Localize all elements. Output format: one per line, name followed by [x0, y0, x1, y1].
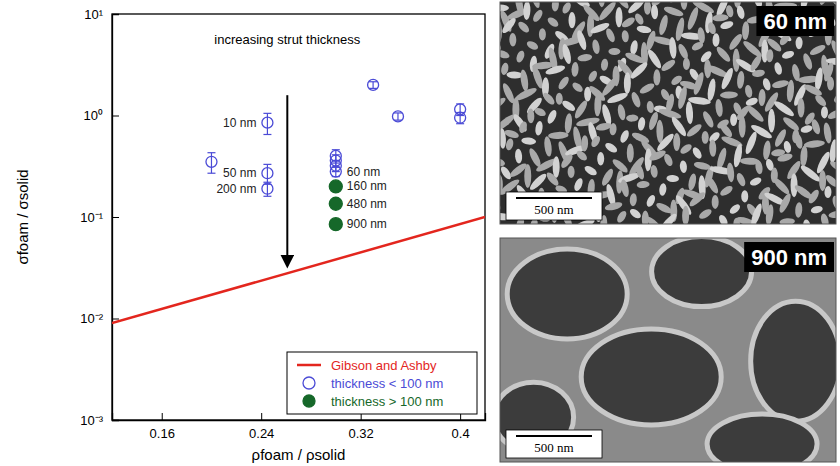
legend-swatch	[303, 377, 315, 389]
micrograph-texture	[500, 2, 836, 224]
error-bar-cap	[263, 196, 271, 197]
y-axis-title: σfoam / σsolid	[14, 169, 31, 264]
legend: Gibson and Ashby thickness < 100 nm thickn…	[287, 352, 477, 414]
error-bar-stem	[335, 167, 336, 176]
open-point	[368, 79, 379, 90]
open-point	[455, 112, 466, 123]
point-label: 60 nm	[347, 165, 380, 179]
y-tick: 10⁻¹	[80, 210, 119, 225]
micrograph-frame	[500, 238, 836, 462]
micrograph-label: 900 nm	[751, 245, 827, 270]
y-tick: 10⁰	[84, 108, 119, 123]
scale-bar-box	[506, 430, 602, 458]
error-bar-cap	[207, 173, 215, 174]
error-bar-cap	[369, 81, 377, 82]
point-label: 200 nm	[216, 182, 256, 196]
filled-point	[329, 197, 342, 210]
y-tick-mark	[112, 14, 119, 15]
x-tick: 0.32	[349, 413, 374, 441]
open-point	[330, 166, 341, 177]
error-bar-cap	[394, 112, 402, 113]
open-point	[206, 156, 217, 167]
error-bar-cap	[263, 134, 271, 135]
x-tick-label: 0.16	[150, 426, 175, 441]
x-tick: 0.24	[249, 413, 274, 441]
x-axis-title: ρfoam / ρsolid	[252, 446, 346, 463]
open-point	[262, 183, 273, 194]
legend-frame	[287, 352, 477, 414]
x-tick-mark	[261, 413, 262, 420]
filled-point	[329, 218, 342, 231]
micrograph: 60 nm 500 nm	[485, 0, 840, 236]
scale-bar-label: 500 nm	[534, 202, 573, 217]
model-line	[112, 217, 485, 323]
scale-bar-box	[506, 192, 602, 220]
y-tick-mark	[112, 116, 119, 117]
error-bar-cap	[207, 152, 215, 153]
x-tick-label: 0.32	[349, 426, 374, 441]
error-bar	[369, 82, 377, 89]
point-label: 10 nm	[223, 116, 256, 130]
y-tick-label: 10⁰	[84, 108, 103, 123]
error-bar-cap	[263, 164, 271, 165]
point-label: 160 nm	[347, 179, 387, 193]
y-tick-label: 10¹	[84, 7, 103, 22]
y-tick-mark	[112, 319, 119, 320]
point-label: 480 nm	[347, 197, 387, 211]
error-bar-stem	[373, 82, 374, 89]
micrograph-frame	[500, 2, 836, 224]
filled-point	[329, 180, 342, 193]
scale-bar-label: 500 nm	[534, 440, 573, 455]
y-tick: 10⁻³	[80, 413, 119, 428]
point-label: 50 nm	[223, 166, 256, 180]
y-tick-label: 10⁻²	[80, 311, 103, 326]
error-bar-cap	[369, 88, 377, 89]
open-point	[262, 168, 273, 179]
legend-label: thickness < 100 nm	[331, 376, 443, 391]
y-tick-mark	[112, 217, 119, 218]
micrograph-label-box	[756, 6, 834, 36]
scale-bar	[516, 197, 592, 199]
micrograph-texture	[500, 238, 836, 462]
error-bar	[332, 167, 340, 176]
open-point	[262, 117, 273, 128]
plot-marks	[112, 79, 485, 323]
legend-label: Gibson and Ashby	[331, 358, 437, 373]
micrograph: 900 nm 500 nm	[494, 237, 840, 466]
y-tick-label: 10⁻¹	[80, 210, 103, 225]
legend-label: thickness > 100 nm	[331, 394, 443, 409]
x-tick: 0.4	[452, 413, 470, 441]
point-label: 900 nm	[347, 217, 387, 231]
x-tick-mark	[162, 413, 163, 420]
error-bar	[394, 113, 402, 120]
scale-bar	[516, 435, 592, 437]
micrograph-label: 60 nm	[763, 9, 827, 34]
open-point	[392, 111, 403, 122]
x-tick-label: 0.24	[249, 426, 274, 441]
micrograph-label-box	[744, 242, 834, 272]
error-bar-stem	[397, 113, 398, 120]
y-axis-line	[113, 15, 120, 421]
y-tick: 10¹	[84, 7, 119, 22]
error-bar-cap	[263, 113, 271, 114]
point-labels: 10 nm 50 nm 200 nm 60 nm160 nm 480 nm 900 nm	[216, 116, 386, 232]
x-tick: 0.16	[150, 413, 175, 441]
y-tick-mark	[112, 420, 119, 421]
annotation-arrow	[286, 95, 288, 266]
legend-swatch	[303, 395, 315, 407]
legend-swatch	[297, 364, 321, 367]
plot-frame	[112, 14, 485, 420]
y-tick-label: 10⁻³	[80, 413, 103, 428]
x-axis: 0.16 0.24 0.32 0.4	[113, 413, 486, 441]
figure: 0.16 0.24 0.32 0.4 10⁻³ 10⁻² 10⁻¹ 10⁰ 10¹ ρfoam /…	[0, 0, 840, 466]
y-axis: 10⁻³ 10⁻² 10⁻¹ 10⁰ 10¹	[80, 7, 119, 428]
error-bar-stem	[460, 113, 461, 124]
annotation: increasing strut thickness	[214, 32, 360, 47]
x-tick-label: 0.4	[452, 426, 470, 441]
